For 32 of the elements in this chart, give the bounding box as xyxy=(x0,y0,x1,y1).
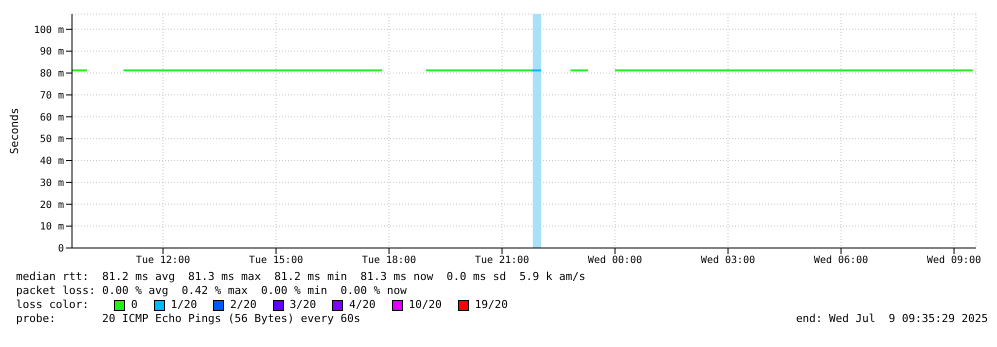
x-tick-label: Wed 09:00 xyxy=(926,255,982,266)
y-tick-label: 10 m xyxy=(40,222,64,233)
x-tick-label: Tue 21:00 xyxy=(474,255,530,266)
y-tick-label: 20 m xyxy=(40,200,64,211)
legend-label: 3/20 xyxy=(288,298,316,312)
legend-label: 10/20 xyxy=(408,298,442,312)
y-axis-title: Seconds xyxy=(8,108,21,154)
y-tick-label: 80 m xyxy=(40,68,64,80)
y-tick-label: 90 m xyxy=(40,46,64,58)
text: packet loss: 0.00 % avg 0.42 % max 0.00 % min 0.00 % now xyxy=(16,284,408,298)
x-tick-label: Tue 12:00 xyxy=(136,255,190,266)
y-tick-label: 50 m xyxy=(40,134,64,146)
y-tick-label: 60 m xyxy=(40,112,64,124)
legend-label: 2/20 xyxy=(229,298,257,312)
legend-label: 4/20 xyxy=(348,298,376,312)
y-tick-label: 30 m xyxy=(40,178,64,189)
legend-label: 19/20 xyxy=(474,298,508,312)
x-tick-label: Tue 15:00 xyxy=(248,255,304,266)
x-tick-label: Wed 06:00 xyxy=(814,255,868,266)
text: probe: 20 ICMP Echo Pings (56 Bytes) every 60s xyxy=(16,312,360,326)
legend-title: loss color: xyxy=(16,298,90,312)
legend-label: 0 xyxy=(130,298,138,312)
y-tick-label: 40 m xyxy=(40,156,64,168)
x-tick-label: Tue 18:00 xyxy=(362,255,416,266)
x-tick-label: Wed 03:00 xyxy=(700,255,756,266)
y-tick-label: 70 m xyxy=(40,90,64,102)
legend-label: 1/20 xyxy=(170,298,198,312)
y-tick-label: 100 m xyxy=(34,24,64,36)
x-tick-label: Wed 00:00 xyxy=(588,255,642,266)
text: end: Wed Jul 9 09:35:29 2025 xyxy=(796,312,988,326)
text: median rtt: 81.2 ms avg 81.3 ms max 81.2 ms min 81.3 ms now 0.0 ms sd 5.9 k am/s xyxy=(16,270,587,284)
y-tick-label: 0 xyxy=(58,244,64,255)
